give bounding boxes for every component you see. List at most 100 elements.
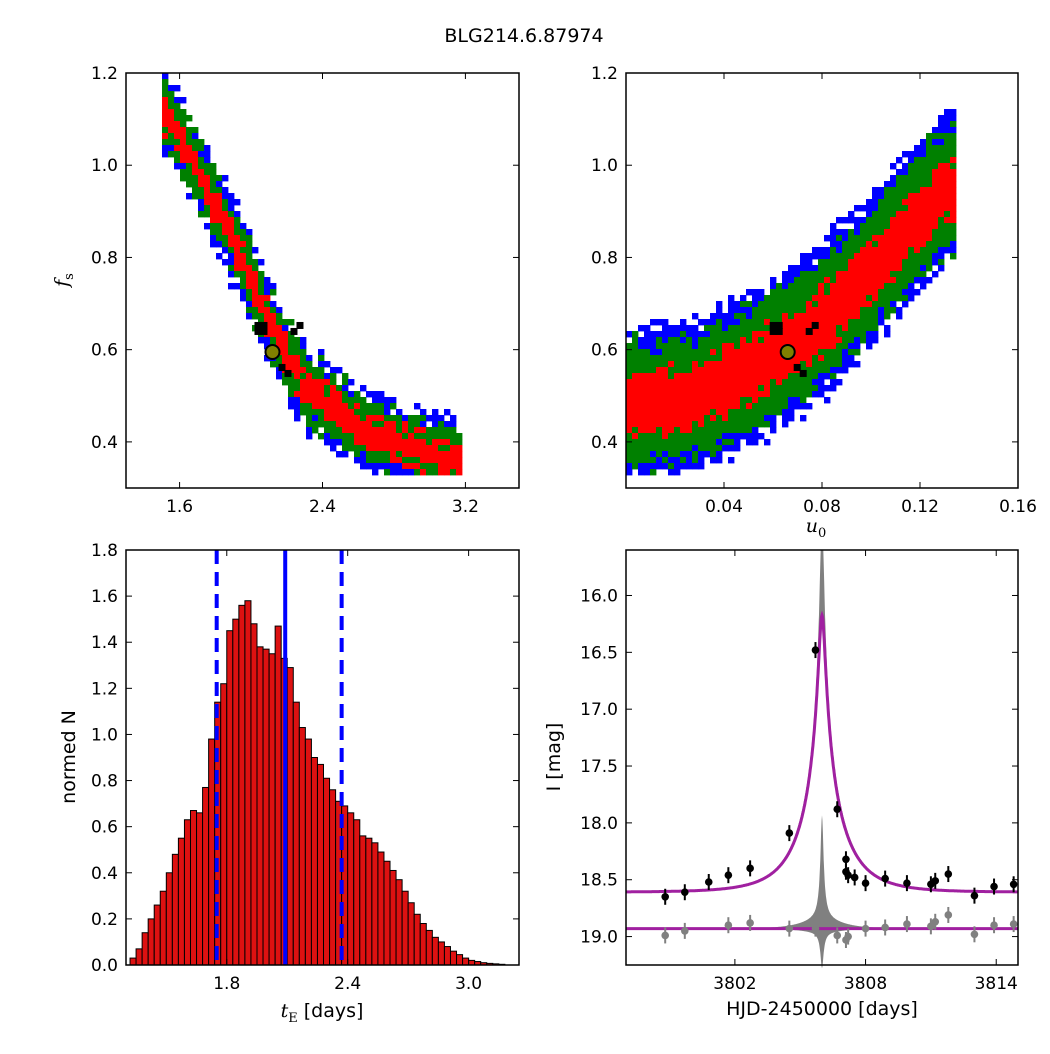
density-cell-red (390, 421, 397, 428)
density-cell-green (794, 373, 801, 380)
density-cell-red (312, 397, 319, 404)
density-cell-blue (704, 331, 711, 338)
density-cell-blue (366, 463, 373, 470)
density-cell-red (420, 469, 427, 476)
density-cell-red (644, 427, 651, 434)
density-cell-red (264, 295, 271, 302)
density-cell-red (300, 397, 307, 404)
density-cell-red (878, 283, 885, 290)
density-cell-green (168, 103, 175, 110)
density-cell-red (456, 469, 463, 476)
density-cell-green (662, 349, 669, 356)
density-cell-red (372, 427, 379, 434)
density-cell-green (222, 199, 229, 206)
density-cell-green (728, 337, 735, 344)
density-cell-red (180, 151, 187, 158)
panel-frame (125, 549, 520, 966)
density-cell-green (192, 139, 199, 146)
density-cell-blue (246, 313, 253, 320)
density-cell-red (384, 445, 391, 452)
density-cell-red (878, 253, 885, 260)
density-cell-blue (884, 331, 891, 338)
density-cell-red (282, 337, 289, 344)
density-cell-blue (806, 253, 813, 260)
density-cell-red (686, 427, 693, 434)
panel-fs-vs-u0: 0.04 0.08 0.12 0.160.40.60.81.01.2 u0 (591, 64, 1037, 541)
density-cell-green (270, 337, 277, 344)
density-cell-green (764, 313, 771, 320)
density-cell-green (282, 379, 289, 386)
density-cell-red (438, 469, 445, 476)
density-cell-green (168, 91, 175, 98)
density-cell-green (180, 109, 187, 116)
density-cell-blue (758, 295, 765, 302)
density-cell-red (692, 415, 699, 422)
density-cell-red (174, 127, 181, 134)
density-cell-blue (210, 235, 217, 242)
density-cell-red (336, 391, 343, 398)
density-cell-green (902, 181, 909, 188)
density-cell-green (812, 289, 819, 296)
residual-uncertainty-band (626, 815, 1018, 969)
density-cell-green (902, 271, 909, 278)
density-cell-green (420, 463, 427, 470)
density-cell-green (848, 241, 855, 248)
density-cell-red (680, 385, 687, 392)
density-cell-red (782, 331, 789, 338)
density-cell-blue (740, 433, 747, 440)
density-cell-blue (426, 415, 433, 422)
density-cell-blue (920, 139, 927, 146)
density-cell-blue (752, 289, 759, 296)
density-cell-red (860, 247, 867, 254)
density-cell-blue (788, 265, 795, 272)
density-cell-green (704, 433, 711, 440)
density-cell-green (806, 277, 813, 284)
density-cell-green (908, 181, 915, 188)
density-cell-red (210, 199, 217, 206)
density-cell-green (908, 175, 915, 182)
density-cell-blue (390, 469, 397, 476)
density-cell-red (872, 271, 879, 278)
density-cell-red (854, 307, 861, 314)
density-cell-red (800, 337, 807, 344)
density-cell-red (312, 391, 319, 398)
density-cell-green (788, 301, 795, 308)
density-cell-blue (306, 427, 313, 434)
fs-u0-heatmap (626, 109, 957, 476)
density-cell-red (632, 409, 639, 416)
density-cell-green (788, 307, 795, 314)
density-cell-red (932, 199, 939, 206)
density-cell-green (644, 457, 651, 464)
density-cell-red (402, 463, 409, 470)
density-cell-green (312, 427, 319, 434)
density-cell-red (632, 415, 639, 422)
density-cell-red (890, 223, 897, 230)
density-cell-green (926, 151, 933, 158)
density-cell-red (240, 253, 247, 260)
density-cell-red (210, 211, 217, 218)
density-cell-blue (890, 163, 897, 170)
density-cell-green (884, 187, 891, 194)
density-cell-green (824, 349, 831, 356)
density-cell-red (908, 211, 915, 218)
density-cell-green (186, 169, 193, 176)
x-axis-label-hjd: HJD-2450000 [days] (726, 998, 918, 1020)
density-cell-green (758, 337, 765, 344)
density-cell-green (710, 331, 717, 338)
density-cell-green (438, 433, 445, 440)
density-cell-blue (710, 313, 717, 320)
density-cell-red (818, 295, 825, 302)
density-cell-red (782, 373, 789, 380)
density-cell-red (162, 121, 169, 128)
density-cell-green (318, 367, 325, 374)
density-cell-blue (860, 217, 867, 224)
density-cell-green (764, 421, 771, 428)
density-cell-red (854, 253, 861, 260)
density-cell-red (330, 385, 337, 392)
density-cell-blue (698, 451, 705, 458)
density-cell-red (432, 439, 439, 446)
density-cell-blue (378, 463, 385, 470)
density-cell-green (366, 457, 373, 464)
density-cell-blue (938, 253, 945, 260)
density-cell-red (788, 337, 795, 344)
